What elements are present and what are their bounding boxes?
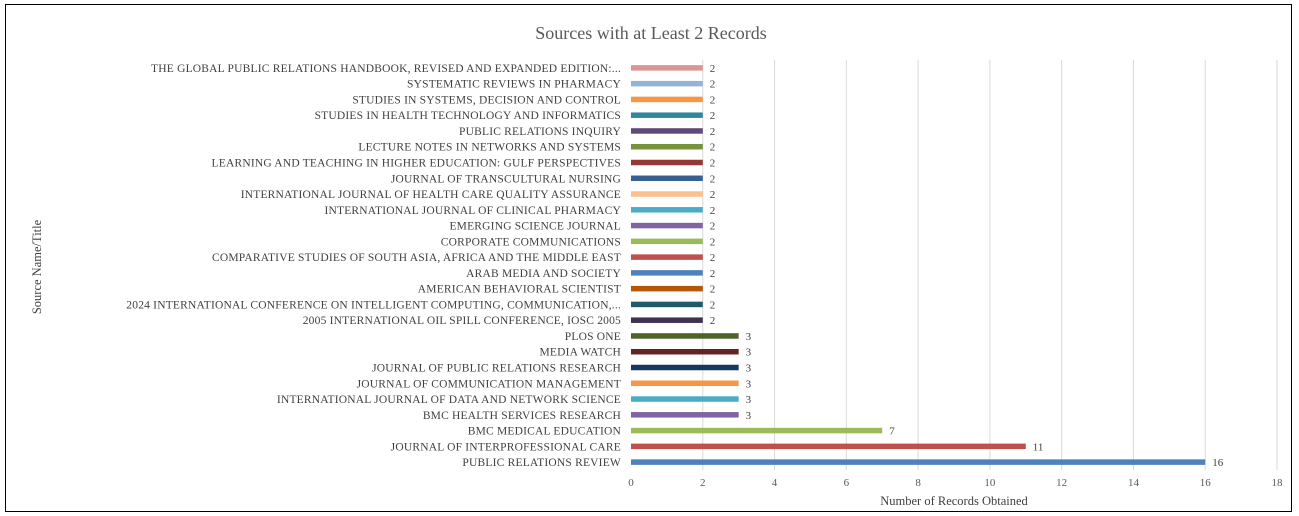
category-label: 2024 INTERNATIONAL CONFERENCE ON INTELLI…	[126, 299, 621, 311]
x-tick-label: 4	[772, 477, 778, 489]
category-label: INTERNATIONAL JOURNAL OF HEALTH CARE QUA…	[241, 189, 621, 201]
category-label: CORPORATE COMMUNICATIONS	[441, 236, 621, 248]
category-label: MEDIA WATCH	[539, 347, 621, 359]
bar	[631, 270, 703, 276]
bar	[631, 443, 1026, 450]
x-tick-label: 14	[1128, 477, 1140, 489]
category-label: PLOS ONE	[565, 331, 621, 343]
gridlines	[702, 60, 1278, 470]
data-label: 3	[746, 394, 752, 406]
data-label: 3	[746, 363, 752, 375]
data-label: 16	[1212, 457, 1224, 469]
category-label: JOURNAL OF INTERPROFESSIONAL CARE	[391, 441, 621, 453]
data-label: 3	[746, 347, 752, 359]
data-label: 7	[889, 426, 895, 438]
category-labels: THE GLOBAL PUBLIC RELATIONS HANDBOOK, RE…	[126, 63, 621, 469]
category-label: INTERNATIONAL JOURNAL OF CLINICAL PHARMA…	[324, 205, 621, 217]
data-label: 3	[746, 378, 752, 390]
data-label: 2	[710, 236, 716, 248]
bar	[631, 238, 703, 245]
data-label: 2	[710, 205, 716, 217]
bar	[631, 412, 739, 418]
category-label: JOURNAL OF COMMUNICATION MANAGEMENT	[357, 378, 621, 390]
bar	[631, 207, 703, 213]
bar	[631, 380, 739, 387]
bar	[631, 143, 703, 150]
data-labels: 2 2 2 2 2 2 2 2 2 2 2 2 2 2 2 2 2 3 3 3 3 3 3 7 11 16	[710, 63, 1224, 469]
bars	[631, 65, 1206, 465]
bar	[631, 333, 739, 339]
category-label: COMPARATIVE STUDIES OF SOUTH ASIA, AFRIC…	[212, 252, 621, 264]
x-tick-label: 18	[1272, 477, 1284, 489]
category-label: JOURNAL OF TRANSCULTURAL NURSING	[391, 173, 621, 185]
bar	[631, 112, 703, 118]
data-label: 2	[710, 189, 716, 201]
category-label: ARAB MEDIA AND SOCIETY	[466, 268, 621, 280]
bar	[631, 80, 703, 87]
category-label: INTERNATIONAL JOURNAL OF DATA AND NETWOR…	[277, 394, 621, 406]
category-label: PUBLIC RELATIONS REVIEW	[462, 457, 621, 469]
data-label: 2	[710, 142, 716, 154]
category-label: SYSTEMATIC REVIEWS IN PHARMACY	[407, 79, 621, 91]
bar	[631, 65, 703, 71]
x-tick-label: 8	[915, 477, 921, 489]
category-label: PUBLIC RELATIONS INQUIRY	[459, 126, 621, 138]
category-label: BMC HEALTH SERVICES RESEARCH	[423, 410, 621, 422]
data-label: 2	[710, 79, 716, 91]
bar	[631, 396, 739, 402]
bar	[631, 175, 703, 182]
bar	[631, 301, 703, 308]
category-label: LECTURE NOTES IN NETWORKS AND SYSTEMS	[358, 142, 621, 154]
chart-frame: Sources with at Least 2 Records THE GLOB…	[5, 4, 1292, 512]
bar	[631, 222, 703, 229]
x-tick-label: 10	[984, 477, 996, 489]
bar	[631, 459, 1206, 465]
category-label: STUDIES IN HEALTH TECHNOLOGY AND INFORMA…	[315, 110, 621, 122]
x-tick-labels: 0 2 4 6 8 10 12 14 16 18	[628, 477, 1283, 489]
bar	[631, 317, 703, 323]
data-label: 3	[746, 331, 752, 343]
data-label: 11	[1033, 441, 1044, 453]
bar	[631, 254, 703, 260]
data-label: 2	[710, 299, 716, 311]
category-label: THE GLOBAL PUBLIC RELATIONS HANDBOOK, RE…	[151, 63, 621, 75]
bar	[631, 191, 703, 197]
bar-chart: Sources with at Least 2 Records THE GLOB…	[30, 23, 1283, 508]
bar	[631, 128, 703, 134]
x-tick-label: 2	[700, 477, 706, 489]
category-label: 2005 INTERNATIONAL OIL SPILL CONFERENCE,…	[303, 315, 621, 327]
bar	[631, 285, 703, 292]
data-label: 2	[710, 315, 716, 327]
data-label: 2	[710, 94, 716, 106]
x-tick-label: 16	[1200, 477, 1212, 489]
x-axis-label: Number of Records Obtained	[880, 494, 1028, 508]
category-label: LEARNING AND TEACHING IN HIGHER EDUCATIO…	[212, 158, 622, 170]
data-label: 2	[710, 173, 716, 185]
data-label: 2	[710, 284, 716, 296]
bar	[631, 427, 883, 434]
bar	[631, 364, 739, 371]
y-axis-label: Source Name/Title	[30, 219, 44, 314]
data-label: 2	[710, 221, 716, 233]
category-label: EMERGING SCIENCE JOURNAL	[449, 221, 621, 233]
data-label: 2	[710, 158, 716, 170]
bar	[631, 348, 739, 355]
x-tick-label: 6	[844, 477, 850, 489]
bar	[631, 159, 703, 166]
data-label: 2	[710, 110, 716, 122]
x-tick-label: 0	[628, 477, 634, 489]
bar	[631, 96, 703, 103]
x-tick-label: 12	[1056, 477, 1067, 489]
data-label: 2	[710, 126, 716, 138]
data-label: 2	[710, 252, 716, 264]
category-label: STUDIES IN SYSTEMS, DECISION AND CONTROL	[352, 94, 621, 106]
data-label: 2	[710, 63, 716, 75]
category-label: JOURNAL OF PUBLIC RELATIONS RESEARCH	[372, 363, 621, 375]
category-label: AMERICAN BEHAVIORAL SCIENTIST	[418, 284, 621, 296]
chart-title: Sources with at Least 2 Records	[535, 23, 766, 43]
category-label: BMC MEDICAL EDUCATION	[468, 426, 622, 438]
data-label: 3	[746, 410, 752, 422]
data-label: 2	[710, 268, 716, 280]
